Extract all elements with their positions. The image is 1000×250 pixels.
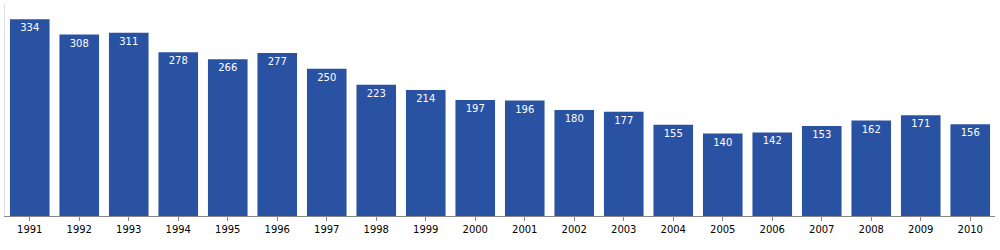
svg-text:177: 177 <box>614 115 633 126</box>
svg-text:156: 156 <box>961 127 980 138</box>
svg-text:278: 278 <box>169 55 188 66</box>
svg-text:2007: 2007 <box>809 224 834 235</box>
svg-text:2003: 2003 <box>611 224 636 235</box>
svg-text:2009: 2009 <box>908 224 933 235</box>
svg-text:2004: 2004 <box>661 224 686 235</box>
svg-text:2005: 2005 <box>710 224 735 235</box>
svg-text:1991: 1991 <box>17 224 42 235</box>
svg-text:1992: 1992 <box>67 224 92 235</box>
svg-text:180: 180 <box>565 113 584 124</box>
svg-text:1998: 1998 <box>364 224 389 235</box>
svg-text:266: 266 <box>218 62 237 73</box>
svg-text:1995: 1995 <box>215 224 240 235</box>
svg-text:2002: 2002 <box>562 224 587 235</box>
svg-text:1994: 1994 <box>166 224 191 235</box>
svg-text:2006: 2006 <box>760 224 785 235</box>
svg-text:1996: 1996 <box>265 224 290 235</box>
svg-text:197: 197 <box>466 103 485 114</box>
svg-text:155: 155 <box>664 128 683 139</box>
svg-text:2010: 2010 <box>958 224 983 235</box>
svg-text:142: 142 <box>763 135 782 146</box>
svg-text:1993: 1993 <box>116 224 141 235</box>
svg-text:2000: 2000 <box>463 224 488 235</box>
svg-text:1997: 1997 <box>314 224 339 235</box>
svg-text:2001: 2001 <box>512 224 537 235</box>
svg-text:223: 223 <box>367 88 386 99</box>
svg-text:140: 140 <box>713 137 732 148</box>
svg-text:171: 171 <box>911 118 930 129</box>
svg-text:250: 250 <box>317 72 336 83</box>
svg-text:334: 334 <box>20 22 39 33</box>
svg-text:196: 196 <box>515 104 534 115</box>
svg-text:311: 311 <box>119 36 138 47</box>
svg-text:153: 153 <box>812 129 831 140</box>
svg-text:308: 308 <box>70 38 89 49</box>
svg-text:214: 214 <box>416 93 435 104</box>
svg-text:1999: 1999 <box>413 224 438 235</box>
svg-text:277: 277 <box>268 56 287 67</box>
svg-text:162: 162 <box>862 124 881 135</box>
svg-text:2008: 2008 <box>859 224 884 235</box>
